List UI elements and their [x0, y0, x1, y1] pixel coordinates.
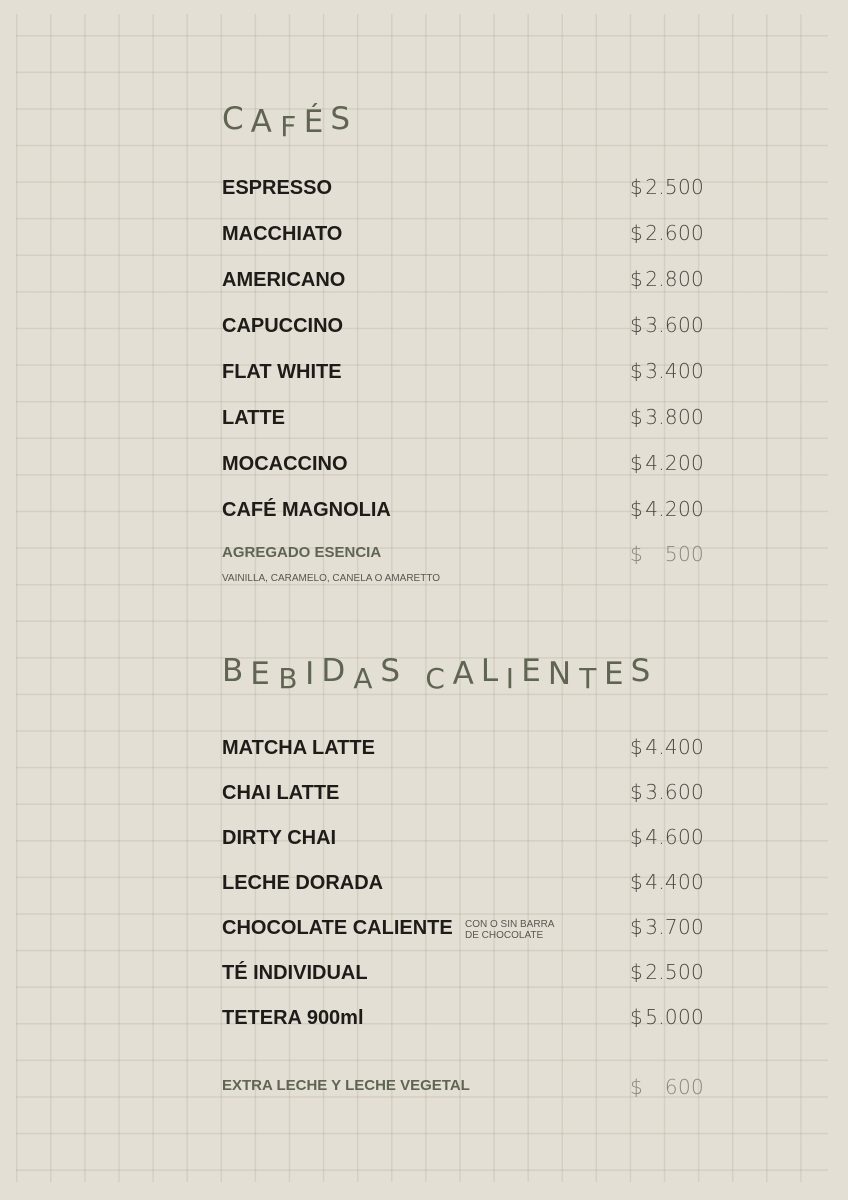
amount: 2.500: [645, 960, 704, 984]
amount: 4.400: [645, 735, 704, 759]
item-name: ESPRESSO: [222, 177, 333, 199]
amount: 3.400: [645, 359, 704, 383]
item-name: AGREGADO ESENCIA: [222, 544, 382, 561]
note-line: CON O SIN BARRA: [465, 919, 555, 930]
menu-item: DIRTY CHAI $4.600: [222, 825, 704, 857]
amount: 5.000: [645, 1005, 704, 1029]
amount: 4.200: [645, 497, 704, 521]
item-name: DIRTY CHAI: [222, 827, 337, 849]
currency: $: [630, 735, 643, 759]
item-note: VAINILLA, CARAMELO, CANELA O AMARETTO: [222, 573, 441, 584]
item-name: EXTRA LECHE Y LECHE VEGETAL: [222, 1077, 470, 1094]
amount: 4.200: [645, 451, 704, 475]
menu-extra-leche: EXTRA LECHE Y LECHE VEGETAL $ 600: [222, 1075, 704, 1105]
item-name: LATTE: [222, 407, 285, 429]
menu-extra-agregado-esencia: AGREGADO ESENCIA $ 500: [222, 542, 704, 572]
currency: $: [630, 542, 643, 566]
item-name: AMERICANO: [222, 269, 346, 291]
menu-item: FLAT WHITE $3.400: [222, 359, 704, 391]
currency: $: [630, 313, 643, 337]
item-name: LECHE DORADA: [222, 872, 384, 894]
menu-item: MATCHA LATTE $4.400: [222, 735, 704, 767]
section-title-bebidas-calientes: BEBIDAS CALIENTES: [222, 653, 658, 696]
item-name: MATCHA LATTE: [222, 737, 375, 759]
menu-item: TETERA 900ml $5.000: [222, 1005, 704, 1037]
amount: 3.800: [645, 405, 704, 429]
currency: $: [630, 451, 643, 475]
item-name: MACCHIATO: [222, 223, 343, 245]
menu-item: MACCHIATO $2.600: [222, 221, 704, 253]
amount: 4.600: [645, 825, 704, 849]
menu-item: ESPRESSO $2.500: [222, 175, 704, 207]
menu-item: CAPUCCINO $3.600: [222, 313, 704, 345]
item-name: CAFÉ MAGNOLIA: [222, 499, 391, 521]
item-name: MOCACCINO: [222, 453, 348, 475]
currency: $: [630, 267, 643, 291]
item-name: TETERA 900ml: [222, 1007, 364, 1029]
currency: $: [630, 870, 643, 894]
currency: $: [630, 405, 643, 429]
currency: $: [630, 221, 643, 245]
currency: $: [630, 960, 643, 984]
menu-item: TÉ INDIVIDUAL $2.500: [222, 960, 704, 992]
menu-item: CAFÉ MAGNOLIA $4.200: [222, 497, 704, 529]
item-name: CHOCOLATE CALIENTE: [222, 917, 453, 939]
section-title-cafes: CAFÉS: [222, 101, 357, 144]
amount: 3.600: [645, 780, 704, 804]
menu-item: CHOCOLATE CALIENTE CON O SIN BARRA DE CHOC…: [222, 915, 704, 947]
currency: $: [630, 1005, 643, 1029]
amount: 2.500: [645, 175, 704, 199]
amount: 4.400: [645, 870, 704, 894]
amount: 3.600: [645, 313, 704, 337]
amount: 500: [664, 542, 704, 566]
currency: $: [630, 175, 643, 199]
amount: 600: [664, 1075, 704, 1099]
background-grid: [16, 14, 828, 1182]
currency: $: [630, 825, 643, 849]
item-name: CAPUCCINO: [222, 315, 344, 337]
amount: 3.700: [645, 915, 704, 939]
item-note: CON O SIN BARRA DE CHOCOLATE: [465, 919, 554, 941]
item-name: FLAT WHITE: [222, 361, 342, 383]
menu-item: AMERICANO $2.800: [222, 267, 704, 299]
menu-item: LATTE $3.800: [222, 405, 704, 437]
menu-item: CHAI LATTE $3.600: [222, 780, 704, 812]
currency: $: [630, 359, 643, 383]
menu-item: MOCACCINO $4.200: [222, 451, 704, 483]
currency: $: [630, 1075, 643, 1099]
amount: 2.600: [645, 221, 704, 245]
currency: $: [630, 915, 643, 939]
currency: $: [630, 780, 643, 804]
amount: 2.800: [645, 267, 704, 291]
menu-item: LECHE DORADA $4.400: [222, 870, 704, 902]
item-name: CHAI LATTE: [222, 782, 340, 804]
note-line: DE CHOCOLATE: [465, 930, 544, 941]
item-name: TÉ INDIVIDUAL: [222, 962, 368, 984]
currency: $: [630, 497, 643, 521]
